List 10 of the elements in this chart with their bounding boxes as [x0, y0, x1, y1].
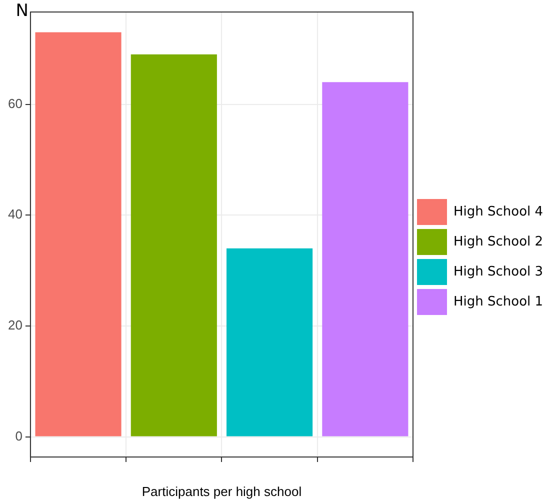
- legend-label: High School 3: [454, 264, 544, 280]
- legend-label: High School 4: [454, 204, 544, 220]
- y-axis-title: N: [16, 0, 28, 21]
- y-tick-label: 60: [8, 96, 22, 111]
- y-tick-label: 20: [8, 318, 22, 333]
- y-tick-label: 40: [8, 206, 22, 222]
- legend-label: High School 2: [454, 234, 544, 250]
- legend-label: High School 1: [454, 294, 544, 310]
- x-axis-title: Participants per high school: [142, 484, 302, 499]
- y-tick-label: 0: [15, 428, 22, 444]
